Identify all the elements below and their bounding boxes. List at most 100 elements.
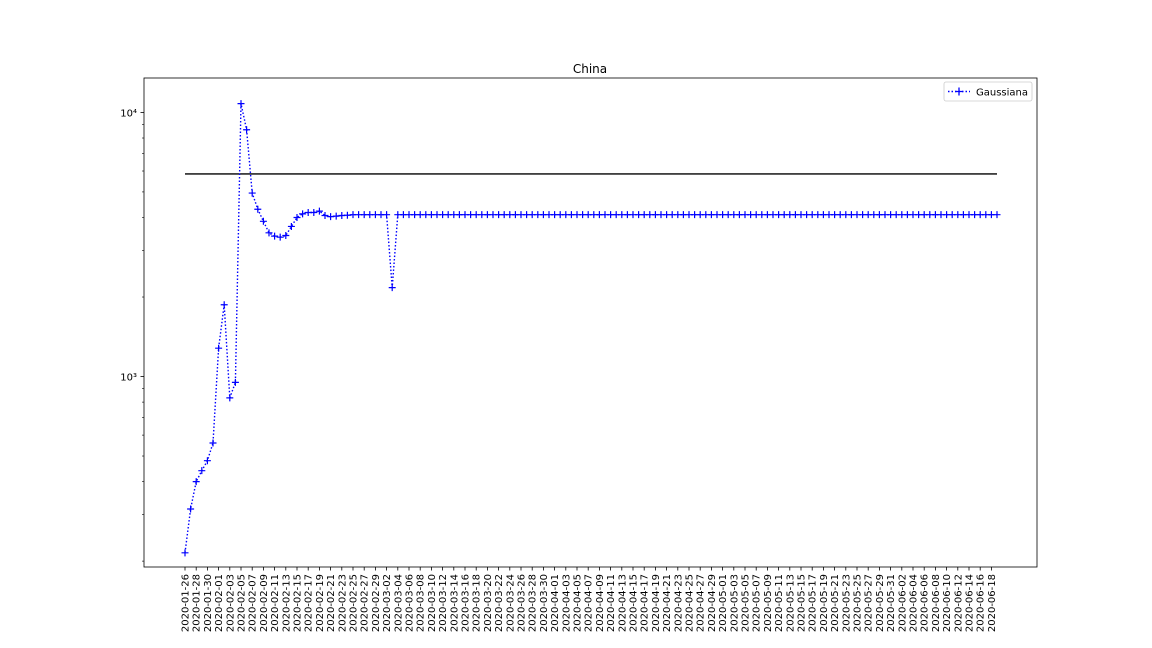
x-tick-label: 2020-04-01: [550, 574, 561, 632]
x-tick-label: 2020-04-19: [651, 574, 662, 632]
y-tick-label: 10³: [120, 373, 137, 384]
x-tick-label: 2020-03-28: [528, 574, 539, 632]
x-tick-label: 2020-02-13: [281, 574, 292, 632]
x-tick-label: 2020-04-11: [606, 574, 617, 632]
x-tick-label: 2020-03-02: [382, 574, 393, 632]
x-tick-label: 2020-06-18: [987, 574, 998, 632]
data-point-marker: [287, 222, 295, 230]
x-tick-label: 2020-04-29: [707, 574, 718, 632]
x-tick-label: 2020-02-25: [349, 574, 360, 632]
x-tick-label: 2020-05-11: [774, 574, 785, 632]
x-tick-label: 2020-05-31: [886, 574, 897, 632]
x-tick-label: 2020-04-05: [573, 574, 584, 632]
x-tick-label: 2020-03-04: [393, 574, 404, 632]
data-point-marker: [203, 457, 211, 465]
data-point-marker: [293, 214, 301, 222]
y-tick-label: 10⁴: [120, 108, 137, 119]
data-point-marker: [220, 301, 228, 309]
x-tick-label: 2020-01-30: [203, 574, 214, 632]
data-point-marker: [248, 189, 256, 197]
legend-marker-icon: [955, 87, 963, 96]
x-tick-label: 2020-05-23: [841, 574, 852, 632]
x-tick-label: 2020-05-01: [718, 574, 729, 632]
x-tick-label: 2020-06-04: [909, 574, 920, 632]
x-tick-label: 2020-02-05: [237, 574, 248, 632]
x-tick-label: 2020-02-19: [315, 574, 326, 632]
x-tick-label: 2020-03-06: [405, 574, 416, 632]
data-point-marker: [187, 505, 195, 513]
x-tick-label: 2020-02-27: [360, 574, 371, 632]
plot-frame: [143, 77, 1038, 568]
data-point-marker: [254, 205, 262, 213]
data-point-marker: [259, 217, 267, 225]
x-tick-label: 2020-04-27: [696, 574, 707, 632]
data-point-marker: [198, 467, 206, 475]
data-point-marker: [215, 344, 223, 352]
data-point-marker: [271, 232, 279, 240]
legend-box: [943, 81, 1033, 102]
x-tick-label: 2020-03-14: [449, 574, 460, 632]
x-tick-label: 2020-06-12: [953, 574, 964, 632]
chart-title: China: [573, 62, 607, 76]
data-point-marker: [209, 439, 217, 447]
x-tick-label: 2020-05-05: [741, 574, 752, 632]
x-tick-label: 2020-04-03: [561, 574, 572, 632]
data-point-marker: [321, 212, 329, 220]
x-tick-label: 2020-06-14: [965, 574, 976, 632]
x-tick-label: 2020-03-16: [461, 574, 472, 632]
data-point-marker: [282, 231, 290, 239]
x-tick-label: 2020-06-16: [976, 574, 987, 632]
x-tick-label: 2020-05-17: [808, 574, 819, 632]
x-tick-label: 2020-04-07: [584, 574, 595, 632]
x-tick-label: 2020-02-07: [248, 574, 259, 632]
x-tick-label: 2020-02-01: [214, 574, 225, 632]
data-point-marker: [388, 284, 396, 292]
x-tick-label: 2020-03-12: [438, 574, 449, 632]
x-tick-label: 2020-02-29: [371, 574, 382, 632]
legend-label: Gaussiana: [976, 88, 1028, 99]
x-tick-label: 2020-05-19: [819, 574, 830, 632]
x-tick-label: 2020-05-15: [797, 574, 808, 632]
data-point-marker: [192, 478, 200, 486]
legend: Gaussiana: [943, 81, 1033, 102]
x-tick-label: 2020-05-27: [864, 574, 875, 632]
x-tick-label: 2020-02-09: [259, 574, 270, 632]
x-tick-label: 2020-04-13: [617, 574, 628, 632]
x-tick-label: 2020-02-17: [304, 574, 315, 632]
data-point-marker: [243, 126, 251, 134]
x-tick-label: 2020-05-03: [729, 574, 740, 632]
x-tick-label: 2020-06-10: [942, 574, 953, 632]
x-tick-label: 2020-05-07: [752, 574, 763, 632]
x-tick-label: 2020-03-24: [505, 574, 516, 632]
x-tick-label: 2020-05-09: [763, 574, 774, 632]
data-point-marker: [181, 549, 189, 557]
x-tick-label: 2020-03-26: [517, 574, 528, 632]
x-tick-label: 2020-03-10: [427, 574, 438, 632]
x-tick-label: 2020-02-23: [337, 574, 348, 632]
x-tick-label: 2020-03-08: [416, 574, 427, 632]
data-point-marker: [310, 208, 318, 216]
x-tick-label: 2020-04-09: [595, 574, 606, 632]
x-tick-label: 2020-06-06: [920, 574, 931, 632]
x-tick-label: 2020-02-21: [326, 574, 337, 632]
data-point-marker: [265, 229, 273, 237]
data-point-marker: [315, 207, 323, 215]
x-tick-label: 2020-02-15: [293, 574, 304, 632]
x-tick-label: 2020-01-28: [192, 574, 203, 632]
x-tick-label: 2020-04-21: [662, 574, 673, 632]
data-point-marker: [383, 211, 391, 219]
x-tick-label: 2020-06-08: [931, 574, 942, 632]
data-point-marker: [231, 378, 239, 386]
x-tick-label: 2020-01-26: [181, 574, 192, 632]
data-point-marker: [226, 394, 234, 402]
x-tick-label: 2020-04-25: [685, 574, 696, 632]
x-tick-label: 2020-05-13: [785, 574, 796, 632]
data-point-marker: [993, 211, 1001, 219]
x-tick-label: 2020-03-22: [494, 574, 505, 632]
x-tick-label: 2020-05-21: [830, 574, 841, 632]
x-tick-label: 2020-02-03: [225, 574, 236, 632]
x-tick-label: 2020-03-30: [539, 574, 550, 632]
